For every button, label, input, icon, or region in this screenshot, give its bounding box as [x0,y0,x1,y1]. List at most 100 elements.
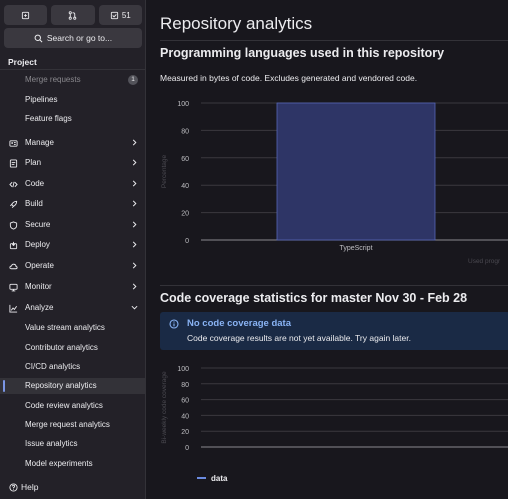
sidebar-item-merge-request-analytics[interactable]: Merge request analytics [0,417,146,433]
sidebar-item-manage[interactable]: Manage [0,135,146,151]
sidebar-item-label: Code [25,179,45,188]
info-icon [169,319,179,329]
sidebar-item-label: Contributor analytics [25,343,98,352]
help-label: Help [21,482,39,492]
chevron-down-icon [131,305,138,310]
sidebar-item-merge-requests[interactable]: Merge requests 1 [0,72,146,88]
search-label: Search or go to... [46,33,113,43]
rocket-icon [10,200,18,208]
divider [160,285,508,286]
users-icon [9,140,18,147]
languages-chart: 0 20 40 60 80 100 Percentage TypeScript Used pro… [161,101,508,265]
sidebar-item-label: Feature flags [25,114,72,123]
y-tick-label: 40 [181,413,189,420]
sidebar-item-label: Pipelines [25,95,58,104]
project-section-label: Project [0,55,146,70]
coverage-chart: 0 20 40 60 80 100 Bi-weekly code coverage data [161,366,508,483]
sidebar-item-label: Model experiments [25,459,93,468]
y-tick-label: 0 [185,445,189,452]
sidebar-item-label: Build [25,199,43,208]
merge-request-icon [69,10,77,20]
y-tick-label: 60 [181,156,189,163]
languages-section-title: Programming languages used in this repos… [160,46,445,60]
sidebar-item-secure[interactable]: Secure [0,217,146,233]
sidebar-item-cicd-analytics[interactable]: CI/CD analytics [0,359,146,375]
divider [160,40,508,41]
sidebar-item-plan[interactable]: Plan [0,155,146,171]
y-tick-label: 80 [181,382,189,389]
sidebar-item-monitor[interactable]: Monitor [0,279,146,295]
sidebar-item-contributor-analytics[interactable]: Contributor analytics [0,340,146,356]
help-button[interactable]: Help [9,482,38,492]
todos-button[interactable]: 51 [98,5,142,25]
chevron-right-icon [132,180,137,187]
todo-check-icon [110,11,118,19]
alert-body: Code coverage results are not yet availa… [187,333,411,343]
chevron-right-icon [132,241,137,248]
sidebar-item-label: Operate [25,261,54,270]
sidebar-item-label: Repository analytics [25,381,97,390]
sidebar-item-label: Plan [25,158,42,167]
merge-requests-button[interactable] [51,5,95,25]
shield-icon [9,221,18,230]
search-icon [34,34,43,42]
todos-count: 51 [121,10,131,20]
y-axis-label: Bi-weekly code coverage [161,371,168,444]
alert-title: No code coverage data [187,318,292,329]
main-content: Repository analytics Programming languag… [146,0,508,499]
y-tick-label: 100 [177,101,189,108]
sidebar-item-operate[interactable]: Operate [0,258,146,274]
sidebar-item-label: Deploy [25,240,50,249]
issue-new-icon [22,11,30,19]
sidebar-item-repository-analytics[interactable]: Repository analytics [0,378,146,394]
sidebar-item-label: Issue analytics [25,439,78,448]
sidebar-item-feature-flags[interactable]: Feature flags [0,111,146,127]
cloud-gear-icon [9,263,18,270]
chevron-right-icon [132,159,137,166]
chevron-right-icon [132,262,137,269]
y-tick-label: 0 [185,238,189,245]
x-axis-label: Used progr [468,258,501,265]
chevron-right-icon [132,221,137,228]
new-issue-button[interactable] [4,5,48,25]
page-title: Repository analytics [160,14,313,33]
code-icon [9,181,18,188]
y-tick-label: 40 [181,183,189,190]
sidebar-item-model-experiments[interactable]: Model experiments [0,456,146,472]
y-tick-label: 20 [181,429,189,436]
bar [276,102,436,241]
sidebar-item-label: Secure [25,220,51,229]
legend-label: data [211,474,228,483]
sidebar-item-build[interactable]: Build [0,196,146,212]
chevron-right-icon [132,283,137,290]
sidebar-item-label: Monitor [25,282,52,291]
y-axis-label: Percentage [161,154,168,188]
y-tick-label: 60 [181,398,189,405]
sidebar-item-label: Merge requests [25,75,81,84]
chart-icon [9,304,18,313]
sidebar-item-label: Manage [25,138,54,147]
languages-description: Measured in bytes of code. Excludes gene… [160,73,418,83]
deployments-icon [9,241,18,250]
sidebar-item-analyze[interactable]: Analyze [0,300,146,316]
sidebar-item-issue-analytics[interactable]: Issue analytics [0,436,146,452]
sidebar-item-code-review-analytics[interactable]: Code review analytics [0,398,146,414]
sidebar-item-deploy[interactable]: Deploy [0,237,146,253]
sidebar-item-pipelines[interactable]: Pipelines [0,92,146,108]
sidebar: 51 Search or go to... Project Merge requ… [0,0,146,499]
y-tick-label: 20 [181,211,189,218]
sidebar-item-label: Code review analytics [25,401,103,410]
sidebar-item-code[interactable]: Code [0,176,146,192]
sidebar-top-buttons: 51 [4,5,142,25]
y-tick-label: 80 [181,128,189,135]
chevron-right-icon [132,200,137,207]
no-coverage-alert: No code coverage data Code coverage resu… [160,312,508,350]
chevron-right-icon [132,139,137,146]
x-tick-label: TypeScript [339,245,372,252]
search-button[interactable]: Search or go to... [4,28,142,48]
sidebar-item-label: Value stream analytics [25,323,105,332]
question-icon [9,482,18,492]
sidebar-item-value-stream-analytics[interactable]: Value stream analytics [0,320,146,336]
y-tick-label: 100 [177,366,189,373]
sidebar-item-label: CI/CD analytics [25,362,81,371]
